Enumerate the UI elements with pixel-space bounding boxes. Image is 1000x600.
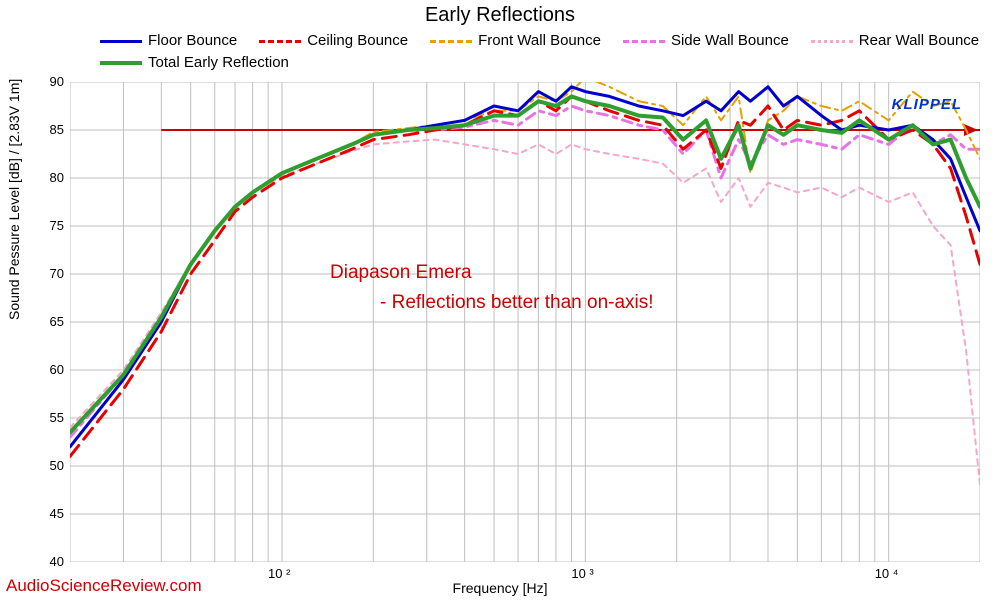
plot-area: KLIPPEL Diapason Emera - Reflections bet… [70, 82, 980, 562]
legend-item: Side Wall Bounce [623, 30, 789, 52]
y-axis-label: Sound Pessure Level [dB] / [2.83V 1m] [6, 79, 22, 320]
legend-swatch [811, 40, 853, 43]
legend-swatch [100, 40, 142, 43]
y-tick-label: 70 [50, 266, 64, 281]
source-watermark: AudioScienceReview.com [6, 576, 202, 596]
legend-label: Ceiling Bounce [307, 30, 408, 52]
legend-item: Total Early Reflection [100, 52, 289, 74]
y-tick-label: 85 [50, 122, 64, 137]
x-tick-label: 10 ⁴ [875, 566, 899, 581]
legend-label: Total Early Reflection [148, 52, 289, 74]
legend-swatch [430, 40, 472, 43]
legend-item: Rear Wall Bounce [811, 30, 979, 52]
legend-item: Front Wall Bounce [430, 30, 601, 52]
legend-swatch [259, 40, 301, 43]
legend-swatch [100, 61, 142, 65]
y-tick-label: 75 [50, 218, 64, 233]
chart-container: Early Reflections Floor Bounce Ceiling Bo… [0, 0, 1000, 600]
legend-label: Side Wall Bounce [671, 30, 789, 52]
annotation-line1: Diapason Emera [330, 262, 472, 284]
legend-item: Ceiling Bounce [259, 30, 408, 52]
x-tick-label: 10 ³ [571, 566, 593, 581]
y-tick-label: 80 [50, 170, 64, 185]
y-tick-label: 90 [50, 74, 64, 89]
legend-label: Front Wall Bounce [478, 30, 601, 52]
y-tick-label: 60 [50, 362, 64, 377]
annotation-line2: - Reflections better than on-axis! [380, 292, 654, 314]
legend-label: Floor Bounce [148, 30, 237, 52]
y-tick-label: 55 [50, 410, 64, 425]
legend: Floor Bounce Ceiling Bounce Front Wall Bou… [60, 30, 980, 74]
legend-item: Floor Bounce [100, 30, 237, 52]
y-tick-label: 45 [50, 506, 64, 521]
plot-svg [70, 82, 980, 562]
klippel-watermark: KLIPPEL [892, 96, 962, 113]
y-tick-label: 40 [50, 554, 64, 569]
x-tick-label: 10 ² [268, 566, 290, 581]
y-tick-label: 65 [50, 314, 64, 329]
legend-label: Rear Wall Bounce [859, 30, 979, 52]
chart-title: Early Reflections [0, 4, 1000, 27]
legend-swatch [623, 40, 665, 43]
y-tick-label: 50 [50, 458, 64, 473]
